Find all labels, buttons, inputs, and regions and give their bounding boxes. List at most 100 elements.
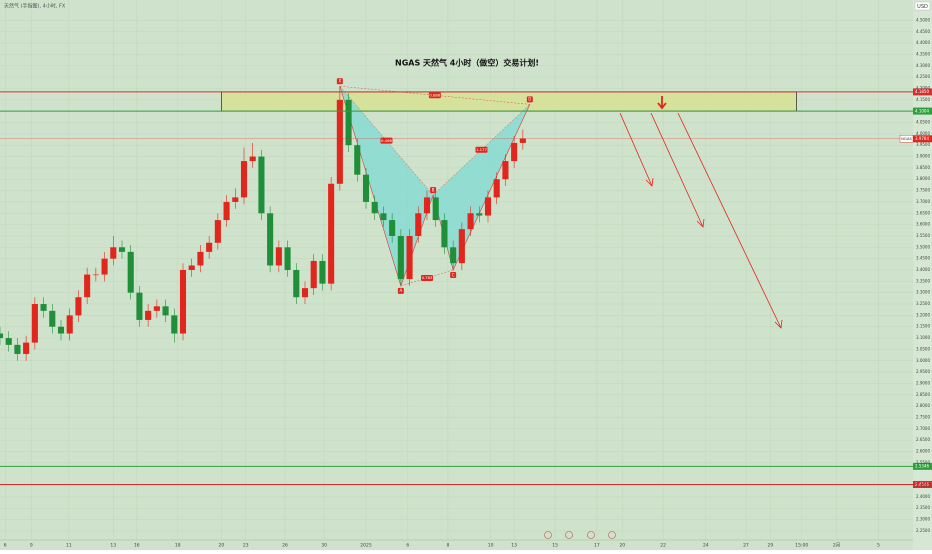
pattern-point-label: D [528,97,531,102]
candle-body [284,247,291,270]
y-tick-label: 2.5500 [916,460,930,465]
x-tick-label: 18 [175,543,181,549]
pattern-point-box [450,272,457,278]
pattern-ratio-line [400,269,454,287]
grid [0,0,913,540]
y-tick-label: 2.3000 [916,517,930,522]
candle-body [214,220,221,243]
y-tick-label: 3.4500 [916,256,930,261]
candle-body [92,274,99,276]
projection-line [650,112,704,228]
y-tick-label: 3.7500 [916,188,930,193]
currency-box [914,1,931,11]
ratio-label: 0.466 [381,138,392,143]
candle-body [397,235,404,280]
candle-body [423,197,431,214]
x-tick-label: 20 [619,543,625,549]
y-tick-label: 3.9500 [916,142,930,147]
x-tick-label: 15 [552,543,558,549]
zone-layer [220,91,797,112]
candle-body [371,201,378,214]
candle-body [415,213,422,236]
y-tick-label: 2.2500 [916,528,930,533]
level-label-box [913,481,932,489]
candle-body [40,304,47,311]
x-tick-label: 13 [511,543,517,549]
candle-body [23,342,30,354]
y-tick-label: 3.0500 [916,346,930,351]
projections [619,96,783,329]
projection-line [619,112,653,187]
candle-body [232,197,239,202]
y-tick-label: 3.9000 [916,154,930,159]
candle-body [519,138,526,143]
chart-title: NGAS 天然气 4小时（做空）交易计划! [395,58,539,68]
y-tick-label: 3.6500 [916,210,930,215]
x-tick-label: 6 [406,543,409,549]
y-tick-label: 3.2500 [916,301,930,306]
candle-body [310,260,317,289]
candle-body [389,220,396,236]
candle-body [502,161,509,180]
candle-body [188,265,195,270]
x-tick-label: 17 [594,543,600,549]
y-tick-label: 3.3000 [916,290,930,295]
x-tick-label: 11 [66,543,72,549]
y-tick-label: 4.3500 [916,51,930,56]
x-tick-label: 6 [4,543,7,549]
y-tick-label: 3.7000 [916,199,930,204]
y-tick-label: 3.0000 [916,358,930,363]
candles [0,86,526,361]
level-label-box [913,88,932,96]
x-tick-label: 20 [218,543,224,549]
candle-body [441,220,448,248]
candle-body [145,310,152,320]
y-tick-label: 2.8500 [916,392,930,397]
ratio-label: 0.763 [422,275,433,280]
y-tick-label: 3.3500 [916,278,930,283]
y-tick-label: 2.4000 [916,494,930,499]
level-label: 2.4546 [915,482,929,487]
candle-body [5,338,12,345]
x-tick-label: 8 [446,543,449,549]
event-icons [544,531,616,539]
y-tick-label: 4.4000 [916,40,930,45]
y-tick-label: 4.4500 [916,29,930,34]
candle-body [362,174,370,202]
pattern-ratio-line [432,104,530,196]
y-tick-label: 4.2500 [916,74,930,79]
symbol-box [899,135,914,143]
arrow-head [645,177,654,187]
pattern-point-label: A [399,288,402,293]
candle-body [484,197,492,216]
x-tick-label: 10 [488,543,494,549]
projection-line [677,112,782,329]
x-tick-label: 26 [282,543,288,549]
candle-body [31,304,38,343]
candle-body [301,288,309,298]
candle-body [328,183,335,284]
y-tick-label: 3.2000 [916,312,930,317]
candle-body [136,292,143,320]
candle-body [458,229,465,264]
y-tick-label: 4.3000 [916,63,930,68]
zone [220,91,797,112]
ratio-box [421,274,433,281]
candle-body [336,99,343,184]
candle-body [319,260,326,284]
x-tick-label: 2月 [833,543,840,549]
candle-body [206,242,213,252]
candle-body [450,247,457,264]
event-icon [544,531,552,539]
pattern-fill [433,104,530,270]
level-label: 4.1850 [915,89,929,94]
level-label: 4.1004 [915,108,929,113]
last-price-label: 3.9784 [915,136,929,141]
x-tick-label: 29 [767,543,773,549]
y-tick-label: 2.7500 [916,414,930,419]
candle-body [110,247,117,259]
arrow-head [774,319,783,329]
